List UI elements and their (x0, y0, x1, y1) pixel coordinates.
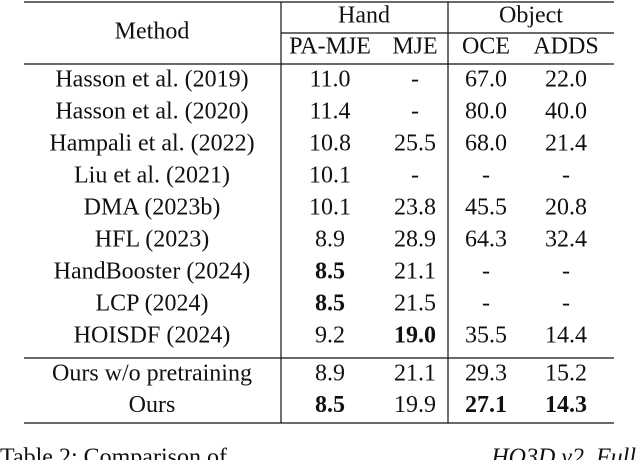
cell-value: - (411, 67, 419, 93)
cell-value: - (482, 163, 490, 189)
cell-value: 8.5 (315, 291, 345, 317)
header-method: Method (115, 19, 190, 45)
cell-value: 67.0 (465, 67, 507, 93)
caption: Table 2: Comparison of (0, 445, 227, 460)
header-group: Hand (338, 3, 390, 29)
cell-value: - (482, 259, 490, 285)
header-column: PA-MJE (289, 34, 371, 60)
cell-value: 64.3 (465, 227, 507, 253)
method-name: HOISDF (2024) (74, 323, 231, 349)
cell-value: 21.5 (394, 291, 436, 317)
cell-value: 15.2 (545, 361, 587, 387)
cell-value: 19.0 (394, 323, 436, 349)
cell-value: 22.0 (545, 67, 587, 93)
method-name: Hasson et al. (2019) (55, 67, 248, 93)
cell-value: 19.9 (394, 392, 436, 418)
caption: HO3D v2. Full (490, 445, 636, 460)
cell-value: 68.0 (465, 131, 507, 157)
cell-value: 35.5 (465, 323, 507, 349)
cell-value: 11.0 (309, 67, 350, 93)
method-name: Ours w/o pretraining (52, 361, 252, 387)
method-name: Hampali et al. (2022) (49, 131, 254, 157)
cell-value: - (482, 291, 490, 317)
cell-value: - (562, 163, 570, 189)
cell-value: - (411, 163, 419, 189)
cell-value: 8.9 (315, 361, 345, 387)
cell-value: 21.1 (394, 259, 436, 285)
cell-value: 29.3 (465, 361, 507, 387)
method-name: Liu et al. (2021) (74, 163, 230, 189)
method-name: HandBooster (2024) (54, 259, 251, 285)
cell-value: - (562, 259, 570, 285)
cell-value: 10.8 (309, 131, 351, 157)
method-name: Ours (129, 392, 176, 418)
cell-value: 28.9 (394, 227, 436, 253)
cell-value: 27.1 (465, 392, 507, 418)
cell-value: 9.2 (315, 323, 345, 349)
cell-value: 14.3 (545, 392, 587, 418)
cell-value: 80.0 (465, 99, 507, 125)
cell-value: 32.4 (545, 227, 587, 253)
cell-value: 14.4 (545, 323, 587, 349)
cell-value: 25.5 (394, 131, 436, 157)
cell-value: 8.5 (315, 392, 345, 418)
cell-value: 10.1 (309, 163, 351, 189)
method-name: DMA (2023b) (84, 195, 221, 221)
cell-value: 40.0 (545, 99, 587, 125)
cell-value: 45.5 (465, 195, 507, 221)
cell-value: 21.1 (394, 361, 436, 387)
cell-value: 20.8 (545, 195, 587, 221)
method-name: Hasson et al. (2020) (55, 99, 248, 125)
cell-value: 21.4 (545, 131, 587, 157)
cell-value: 10.1 (309, 195, 351, 221)
cell-value: 11.4 (309, 99, 350, 125)
method-name: HFL (2023) (95, 227, 209, 253)
method-name: LCP (2024) (95, 291, 208, 317)
header-column: OCE (462, 34, 510, 60)
cell-value: - (411, 99, 419, 125)
header-group: Object (499, 3, 563, 29)
cell-value: 8.9 (315, 227, 345, 253)
header-column: ADDS (533, 34, 598, 60)
cell-value: 8.5 (315, 259, 345, 285)
cell-value: 23.8 (394, 195, 436, 221)
cell-value: - (562, 291, 570, 317)
header-column: MJE (392, 34, 437, 60)
